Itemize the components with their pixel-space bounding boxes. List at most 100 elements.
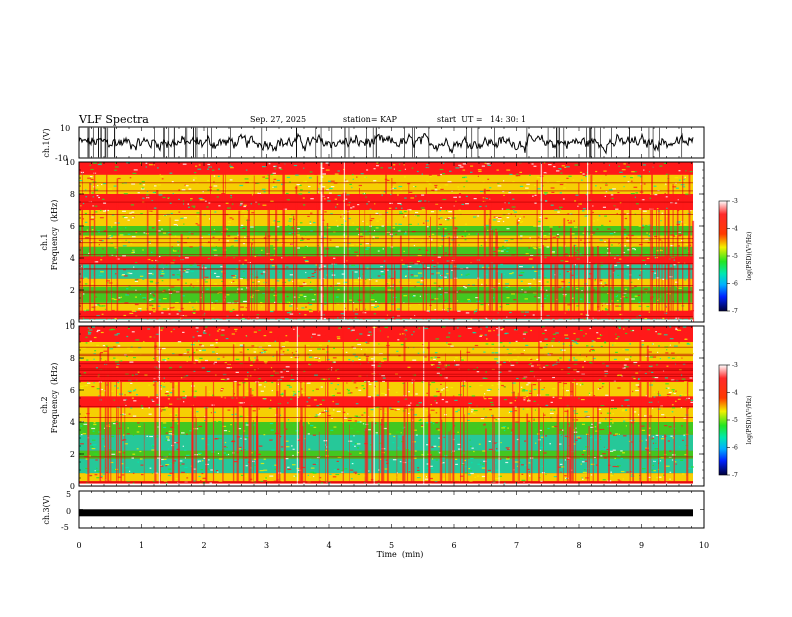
ch2-spectrogram-pixel [653, 443, 654, 444]
ch2-spectrogram-pixel [235, 458, 236, 459]
figure-title: VLF Spectra [78, 113, 149, 126]
ch2-spectrogram-pixel [610, 449, 611, 450]
ch1-spectrogram-pixel [534, 248, 537, 249]
ch1-spectrogram-pixel [458, 189, 460, 190]
ch2-spectrogram-pixel [316, 389, 319, 390]
ch2-spectrogram-pixel [591, 346, 593, 347]
ch1-spectrogram-pixel [215, 300, 218, 301]
ch2-spectrogram-impulse [120, 380, 122, 486]
ch2-spectrogram-pixel [94, 422, 96, 423]
ch2-spectrogram-pixel [522, 474, 524, 475]
ch1-spectrogram-pixel [142, 279, 144, 280]
ch2-spectrogram-pixel [503, 346, 505, 347]
ch1-spectrogram-pixel [525, 298, 529, 299]
ch2-spectrogram-pixel [179, 367, 181, 368]
ch2-spectrogram-pixel [187, 352, 189, 353]
ch2-spectrogram-pixel [644, 415, 647, 416]
ch2-spectrogram-pixel [95, 474, 98, 475]
ch2-spectrogram-pixel [435, 357, 437, 358]
ch2-spectrogram-pixel [138, 372, 140, 373]
ch1-spectrogram-pixel [679, 170, 681, 171]
ch2-spectrogram-pixel [682, 440, 684, 441]
ch2-spectrogram-pixel [436, 402, 438, 403]
ch1-spectrogram-pixel [190, 265, 193, 266]
ch2-spectrogram-pixel [667, 394, 671, 395]
ch2-spectrogram-pixel [691, 402, 694, 403]
ch1-spectrogram-pixel [613, 236, 614, 237]
ch1-spectrogram-pixel [427, 252, 430, 253]
ch2-spectrogram-pixel [506, 378, 508, 379]
ch1-spectrogram-pixel [401, 198, 403, 199]
ch2-spectrogram-pixel [552, 388, 555, 389]
ch2-spectrogram-pixel [445, 365, 447, 366]
ch2-spectrogram-pixel [299, 358, 300, 359]
ch2-spectrogram-pixel [253, 361, 254, 362]
ch1-spectrogram-pixel [197, 216, 199, 217]
ch1-spectrogram-pixel [399, 170, 402, 171]
ch2-spectrogram-pixel [363, 388, 365, 389]
ch1-spectrogram-impulse [363, 258, 365, 322]
ch1-spectrogram-pixel [523, 294, 527, 295]
ch2-spectrogram-pixel [399, 436, 401, 437]
ch2-spectrogram-impulse [411, 407, 413, 486]
ch2-spectrogram-pixel [161, 459, 163, 460]
ch2-spectrogram-pixel [655, 448, 659, 449]
ch1-spectrogram-pixel [380, 219, 382, 220]
ch2-spectrogram-pixel [194, 460, 195, 461]
ch1-spectrogram-pixel [126, 288, 128, 289]
ch2-spectrogram-pixel [307, 383, 311, 384]
ch2-spectrogram-pixel [135, 339, 139, 340]
ch1-spectrogram-pixel [644, 318, 647, 319]
ch2-spectrogram-pixel [534, 420, 535, 421]
ch2-spectrogram-pixel [507, 329, 508, 330]
ch2-spectrogram-pixel [496, 328, 498, 329]
ch2-spectrogram-pixel [210, 469, 213, 470]
ch1-spectrogram-pixel [545, 200, 547, 201]
ch2-spectrogram-pixel [633, 362, 637, 363]
ch2-spectrogram-pixel [678, 430, 680, 431]
ch2-spectrogram-pixel [559, 444, 562, 445]
ch2-spectrogram-pixel [413, 331, 414, 332]
ch2-spectrogram-pixel [200, 403, 201, 404]
ch1-spectrogram-pixel [445, 226, 448, 227]
ch2-spectrogram-pixel [185, 397, 187, 398]
ch2-spectrogram-pixel [197, 331, 199, 332]
ch2-spectrogram-pixel [634, 411, 636, 412]
ch1-spectrogram-pixel [506, 248, 509, 249]
ch2-spectrogram-pixel [436, 460, 438, 461]
ch2-spectrogram-pixel [437, 357, 440, 358]
ch1-spectrogram-pixel [366, 197, 367, 198]
ch1-spectrogram-pixel [506, 209, 510, 210]
ch1-spectrogram-impulse [664, 193, 666, 322]
ch2-spectrogram-pixel [661, 438, 665, 439]
ch2-spectrogram-pixel [610, 451, 613, 452]
ch1-spectrogram-pixel [595, 279, 596, 280]
ch2-spectrogram-pixel [603, 479, 606, 480]
ch1-spectrogram-pixel [605, 203, 608, 204]
ch2-spectrogram-pixel [600, 413, 602, 414]
ch1-spectrogram-pixel [159, 256, 160, 257]
ch2-spectrogram-pixel [218, 438, 222, 439]
ch2-spectrogram-pixel [528, 382, 531, 383]
ch2-spectrogram-pixel [665, 377, 668, 378]
ch2-spectrogram-pixel [586, 333, 587, 334]
ch1-spectrogram-pixel [151, 260, 153, 261]
ch2-spectrogram-pixel [535, 429, 537, 430]
ch2-spectrogram-pixel [652, 328, 653, 329]
ch1-spectrogram-pixel [421, 195, 424, 196]
ch2-spectrogram-pixel [580, 384, 581, 385]
ch1-spectrogram-pixel [544, 235, 547, 236]
ch2-spectrogram-pixel [311, 468, 315, 469]
ch2-spectrogram-pixel [500, 372, 502, 373]
ch1-spectrogram-pixel [381, 167, 383, 168]
ch2-spectrogram-pixel [526, 396, 528, 397]
ch1-spectrogram-ytick-label: 6 [70, 222, 75, 231]
ch2-spectrogram-pixel [151, 399, 153, 400]
ch1-spectrogram-pixel [166, 265, 168, 266]
ch1-spectrogram-pixel [140, 310, 141, 311]
ch2-spectrogram-pixel [210, 395, 212, 396]
ch1-spectrogram-impulse [352, 271, 353, 322]
ch1-spectrogram-pixel [324, 198, 326, 199]
ch2-spectrogram-pixel [122, 474, 125, 475]
